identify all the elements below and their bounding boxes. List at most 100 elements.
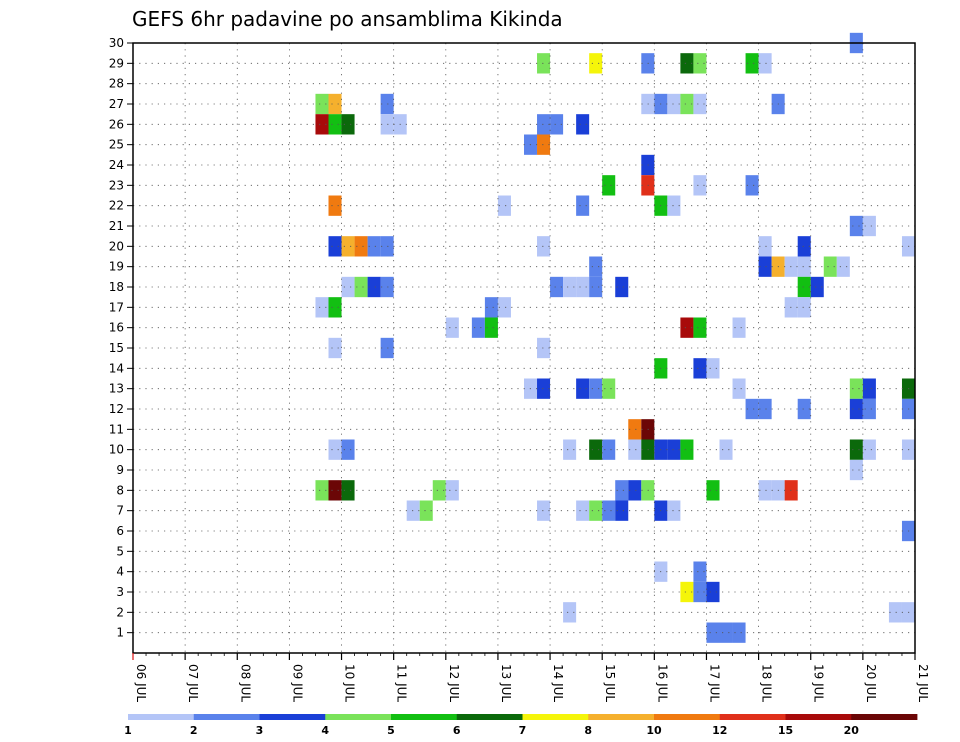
precip-cell (719, 622, 733, 643)
precip-cell (380, 93, 394, 115)
legend-label: 1 (124, 724, 132, 737)
legend-swatch (259, 714, 326, 720)
x-tick-label: 07 JUL (186, 664, 200, 702)
precip-cell (328, 236, 342, 257)
precip-cell (615, 500, 629, 521)
precip-cell (550, 114, 564, 135)
legend-swatch (522, 714, 589, 720)
precip-cell (576, 114, 590, 135)
precip-cell (758, 398, 772, 420)
y-tick-label: 8 (116, 483, 124, 497)
y-tick-label: 15 (109, 341, 124, 355)
precip-cell (589, 439, 603, 460)
precip-cell (849, 378, 863, 399)
precip-cell (341, 236, 355, 257)
x-tick-label: 11 JUL (395, 664, 409, 702)
precip-cell (862, 215, 876, 237)
color-legend: 1 2 3 4 5 6 7 8 10 12 15 20 (124, 714, 918, 737)
precip-cell (667, 93, 681, 115)
precip-cell (537, 53, 551, 74)
precip-cell (537, 236, 551, 257)
x-tick-label: 12 JUL (447, 664, 461, 702)
legend-label: 6 (453, 724, 461, 737)
x-tick-label: 15 JUL (603, 664, 617, 702)
precip-cell (576, 276, 590, 298)
precip-cell (693, 358, 707, 379)
precipitation-cells (315, 32, 915, 643)
precip-cell (680, 581, 694, 603)
precip-cell (602, 175, 616, 196)
precip-cell (719, 439, 733, 460)
y-tick-label: 19 (109, 260, 124, 274)
precip-cell (576, 378, 590, 399)
chart-title: GEFS 6hr padavine po ansamblima Kikinda (132, 7, 563, 31)
y-tick-label: 7 (116, 504, 124, 518)
precip-cell (537, 134, 551, 155)
precip-cell (693, 53, 707, 74)
y-tick-label: 28 (109, 77, 124, 91)
precip-cell (680, 53, 694, 74)
precip-cell (888, 602, 902, 623)
precip-cell (667, 439, 681, 460)
legend-label: 20 (844, 724, 860, 737)
legend-swatch (851, 714, 918, 720)
precip-cell (602, 378, 616, 399)
precip-cell (732, 317, 746, 338)
precip-cell (823, 256, 837, 277)
x-tick-label: 06 JUL (134, 664, 148, 702)
x-tick-label: 20 JUL (864, 664, 878, 702)
y-tick-label: 10 (109, 443, 124, 457)
legend-swatch (128, 714, 195, 720)
y-tick-label: 26 (109, 117, 124, 131)
precip-cell (445, 317, 459, 338)
legend-swatch (588, 714, 655, 720)
precip-cell (797, 276, 811, 298)
precip-cell (862, 398, 876, 420)
precip-cell (484, 297, 498, 318)
precip-cell (589, 500, 603, 521)
y-tick-label: 21 (109, 219, 124, 233)
precip-cell (328, 297, 342, 318)
legend-label: 4 (321, 724, 329, 737)
x-tick-label: 14 JUL (551, 664, 565, 702)
legend-label: 7 (519, 724, 527, 737)
legend-label: 15 (778, 724, 793, 737)
legend-swatch (785, 714, 852, 720)
precip-cell (315, 480, 329, 501)
precip-cell (615, 276, 629, 298)
precip-cell (836, 256, 850, 277)
precip-cell (628, 419, 642, 440)
precip-cell (537, 378, 551, 399)
precip-cell (328, 337, 342, 359)
x-axis-ticks: 06 JUL 07 JUL 08 JUL 09 JUL 10 JUL 11 JUL 12 J… (132, 653, 930, 702)
precip-cell (328, 195, 342, 216)
precip-cell (484, 317, 498, 338)
precip-cell (328, 93, 342, 115)
precip-cell (732, 378, 746, 399)
precip-cell (862, 378, 876, 399)
legend-swatch (654, 714, 721, 720)
precip-cell (693, 317, 707, 338)
precip-cell (380, 114, 394, 135)
precip-cell (563, 439, 577, 460)
precip-cell (706, 358, 720, 379)
y-tick-label: 27 (109, 97, 124, 111)
precip-cell (680, 439, 694, 460)
y-tick-label: 12 (109, 402, 124, 416)
legend-swatch (719, 714, 786, 720)
precip-cell (745, 175, 759, 196)
legend-swatch (456, 714, 523, 720)
precip-cell (706, 480, 720, 501)
precip-cell (758, 256, 772, 277)
x-tick-label: 08 JUL (238, 664, 252, 702)
precip-cell (745, 53, 759, 74)
precip-cell (797, 398, 811, 420)
precip-cell (797, 297, 811, 318)
precip-cell (315, 297, 329, 318)
precip-cell (563, 276, 577, 298)
legend-label: 12 (712, 724, 727, 737)
x-tick-label: 13 JUL (499, 664, 513, 702)
precip-cell (537, 500, 551, 521)
x-tick-label: 21 JUL (916, 664, 930, 702)
precip-cell (367, 236, 381, 257)
